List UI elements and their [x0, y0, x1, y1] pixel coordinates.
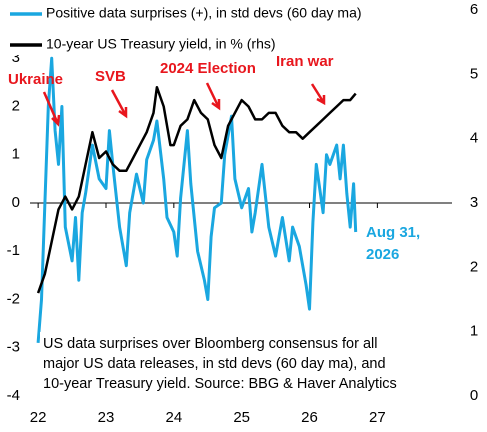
y-tick-label: -1: [7, 242, 20, 259]
arrow: [110, 89, 128, 119]
note-line: US data surprises over Bloomberg consens…: [43, 336, 377, 352]
y2-tick-label: 0: [470, 387, 478, 404]
x-tick-label: 24: [165, 409, 182, 426]
arrow: [310, 83, 326, 106]
note-box: [40, 332, 448, 394]
annotation: Iran war: [276, 53, 334, 70]
y2-tick-label: 5: [470, 65, 478, 82]
y2-tick-label: 4: [470, 130, 478, 147]
y-tick-label: 0: [12, 194, 20, 211]
legend-label: 10-year US Treasury yield, in % (rhs): [46, 36, 276, 52]
arrow: [205, 82, 221, 111]
y-tick-label: 1: [12, 146, 20, 163]
arrow: [42, 91, 61, 127]
y-tick-label: 3: [12, 49, 20, 66]
y-tick-label: -4: [7, 387, 20, 404]
annotation: SVB: [95, 68, 126, 85]
annotation: 2024 Election: [160, 60, 256, 77]
y2-tick-label: 1: [470, 323, 478, 340]
series-line: [36, 85, 357, 294]
legend-label: Positive data surprises (+), in std devs…: [46, 5, 362, 21]
legend: Positive data surprises (+), in std devs…: [8, 4, 420, 55]
y-tick-label: 2: [12, 97, 20, 114]
legend-bg: [8, 35, 342, 55]
legend-bg: [8, 4, 420, 24]
annotation: Ukraine: [8, 71, 63, 88]
y-tick-label: -3: [7, 339, 20, 356]
y-tick-label: -2: [7, 290, 20, 307]
x-tick-label: 22: [30, 409, 47, 426]
x-tick-label: 23: [98, 409, 115, 426]
end-label: 2026: [366, 246, 399, 263]
y2-tick-label: 2: [470, 258, 478, 275]
end-label: Aug 31,: [366, 224, 420, 241]
series-line: [36, 56, 358, 344]
note-line: major US data releases, in std devs (60 …: [43, 356, 386, 372]
note-line: 10-year Treasury yield. Source: BBG & Ha…: [43, 376, 397, 392]
x-tick-label: 26: [301, 409, 318, 426]
x-tick-label: 27: [369, 409, 386, 426]
x-tick-label: 25: [233, 409, 250, 426]
y2-tick-label: 3: [470, 194, 478, 211]
y2-tick-label: 6: [470, 1, 478, 18]
